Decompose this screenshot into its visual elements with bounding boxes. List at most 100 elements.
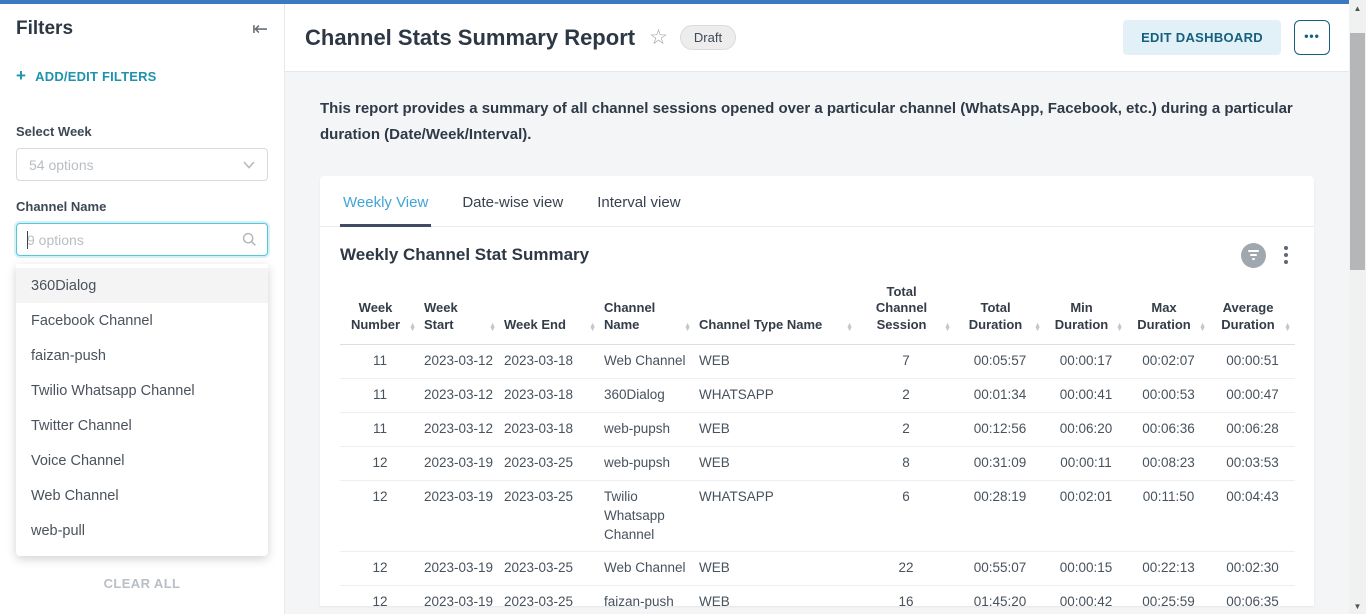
tab-date-wise-view[interactable]: Date-wise view <box>462 193 564 211</box>
table-cell: 00:06:20 <box>1045 412 1127 447</box>
scroll-down-arrow[interactable]: ▼ <box>1353 601 1362 611</box>
table-row: 11 2023-03-12 2023-03-18 Web Channel WEB 7 00:… <box>340 344 1295 380</box>
table-cell: 00:06:28 <box>1210 412 1295 447</box>
table-cell: 2023-03-12 <box>420 378 500 413</box>
dropdown-option[interactable]: Facebook Channel <box>31 312 153 329</box>
column-header-label: Channel Name <box>604 300 656 333</box>
tab-interval-view[interactable]: Interval view <box>597 193 681 211</box>
sort-icon[interactable]: ▲ ▼ <box>409 322 416 334</box>
column-header-label: Total Duration <box>968 300 1023 333</box>
edit-dashboard-button[interactable]: EDIT DASHBOARD <box>1123 20 1281 55</box>
table-row: 12 2023-03-19 2023-03-25 faizan-push WEB 16 01… <box>340 585 1295 614</box>
table-cell: Web Channel <box>600 344 695 380</box>
table-row: 12 2023-03-19 2023-03-25 Web Channel WEB 22 00… <box>340 551 1295 587</box>
channel-name-input-wrap <box>16 223 268 256</box>
channel-options-dropdown: 360Dialog Facebook Channel faizan-push Twil… <box>16 264 268 556</box>
sort-icon[interactable]: ▲ ▼ <box>1116 322 1123 334</box>
table-cell: 11 <box>340 344 420 380</box>
column-header-channel-type-name[interactable]: Channel Type Name ▲ ▼ <box>695 277 857 346</box>
table-row: 12 2023-03-19 2023-03-25 Twilio Whatsapp Ch… <box>340 480 1295 553</box>
table-cell: WEB <box>695 585 857 614</box>
table-cell: 12 <box>340 446 420 481</box>
report-content: This report provides a summary of all ch… <box>285 72 1349 614</box>
column-header-label: Max Duration <box>1137 300 1191 333</box>
column-header-label: Week Number <box>350 300 401 333</box>
table-row: 11 2023-03-12 2023-03-18 web-pupsh WEB 2 00:12… <box>340 412 1295 447</box>
table-cell: 00:02:07 <box>1127 344 1210 380</box>
table-cell: 00:00:51 <box>1210 344 1295 380</box>
sort-icon[interactable]: ▲ ▼ <box>846 322 853 334</box>
table-cell: 2023-03-19 <box>420 480 500 553</box>
table-row: 11 2023-03-12 2023-03-18 360Dialog WHATSAPP 2… <box>340 378 1295 413</box>
table-cell: 12 <box>340 551 420 587</box>
scroll-up-arrow[interactable]: ▲ <box>1353 3 1362 13</box>
weekly-stats-table: Week Number ▲ ▼ Week Start ▲ ▼ Week End ▲ ▼ Chann… <box>340 277 1295 614</box>
table-cell: 22 <box>857 551 955 587</box>
column-header-total-duration[interactable]: Total Duration ▲ ▼ <box>955 277 1045 346</box>
add-edit-filters-button[interactable]: + ADD/EDIT FILTERS <box>16 66 268 86</box>
select-week-placeholder: 54 options <box>29 156 94 173</box>
table-cell: web-pupsh <box>600 412 695 447</box>
column-header-week-number[interactable]: Week Number ▲ ▼ <box>340 277 420 346</box>
table-cell: 00:55:07 <box>955 551 1045 587</box>
column-header-channel-name[interactable]: Channel Name ▲ ▼ <box>600 277 695 346</box>
collapse-sidebar-icon[interactable]: ⇤ <box>252 18 268 40</box>
dropdown-option[interactable]: faizan-push <box>31 347 106 364</box>
sort-icon[interactable]: ▲ ▼ <box>944 322 951 334</box>
table-cell: 2023-03-18 <box>500 378 600 413</box>
dropdown-option[interactable]: web-pull <box>31 522 85 539</box>
column-header-min-duration[interactable]: Min Duration ▲ ▼ <box>1045 277 1127 346</box>
table-row: 12 2023-03-19 2023-03-25 web-pupsh WEB 8 00:31… <box>340 446 1295 481</box>
sort-icon[interactable]: ▲ ▼ <box>684 322 691 334</box>
table-cell: 360Dialog <box>600 378 695 413</box>
sort-icon[interactable]: ▲ ▼ <box>589 322 596 334</box>
top-accent-bar <box>0 0 1349 4</box>
table-cell: 00:00:15 <box>1045 551 1127 587</box>
sort-icon[interactable]: ▲ ▼ <box>1284 322 1291 334</box>
table-cell: 11 <box>340 378 420 413</box>
page-header: Channel Stats Summary Report ☆ Draft EDI… <box>285 4 1349 72</box>
table-cell: 00:11:50 <box>1127 480 1210 553</box>
table-cell: WEB <box>695 446 857 481</box>
table-cell: 00:06:35 <box>1210 585 1295 614</box>
table-cell: 00:06:36 <box>1127 412 1210 447</box>
sort-icon[interactable]: ▲ ▼ <box>489 322 496 334</box>
column-header-week-start[interactable]: Week Start ▲ ▼ <box>420 277 500 346</box>
star-favorite-icon[interactable]: ☆ <box>649 26 668 49</box>
vertical-scrollbar[interactable]: ▲ ▼ <box>1349 0 1366 614</box>
table-cell: 01:45:20 <box>955 585 1045 614</box>
select-week-dropdown[interactable]: 54 options <box>16 148 268 181</box>
table-cell: 00:00:47 <box>1210 378 1295 413</box>
more-options-button[interactable]: ••• <box>1294 20 1330 55</box>
add-edit-filters-label: ADD/EDIT FILTERS <box>35 68 157 84</box>
text-caret <box>27 231 28 249</box>
dropdown-option[interactable]: Voice Channel <box>31 452 125 469</box>
table-cell: WHATSAPP <box>695 378 857 413</box>
column-header-week-end[interactable]: Week End ▲ ▼ <box>500 277 600 346</box>
scrollbar-thumb[interactable] <box>1350 33 1365 270</box>
dropdown-option[interactable]: Twilio Whatsapp Channel <box>31 382 195 399</box>
tab-weekly-view[interactable]: Weekly View <box>340 176 432 227</box>
column-header-average-duration[interactable]: Average Duration ▲ ▼ <box>1210 277 1295 346</box>
table-cell: 00:05:57 <box>955 344 1045 380</box>
clear-all-button[interactable]: CLEAR ALL <box>103 576 181 591</box>
dropdown-option[interactable]: Twitter Channel <box>31 417 132 434</box>
table-cell: 2023-03-25 <box>500 480 600 553</box>
table-cell: 00:31:09 <box>955 446 1045 481</box>
table-cell: 2023-03-12 <box>420 344 500 380</box>
table-cell: 00:22:13 <box>1127 551 1210 587</box>
channel-name-input[interactable] <box>27 231 242 248</box>
sort-icon[interactable]: ▲ ▼ <box>1034 322 1041 334</box>
column-header-max-duration[interactable]: Max Duration ▲ ▼ <box>1127 277 1210 346</box>
table-cell: 00:00:17 <box>1045 344 1127 380</box>
dropdown-option[interactable]: 360Dialog <box>16 268 268 303</box>
sort-icon[interactable]: ▲ ▼ <box>1199 322 1206 334</box>
column-header-total-channel-session[interactable]: Total Channel Session ▲ ▼ <box>857 277 955 346</box>
chevron-down-icon <box>243 160 255 169</box>
dropdown-option[interactable]: Web Channel <box>31 487 119 504</box>
kebab-menu-icon[interactable] <box>1282 244 1290 266</box>
table-cell: WHATSAPP <box>695 480 857 553</box>
table-cell: Twilio Whatsapp Channel <box>600 480 695 553</box>
table-cell: faizan-push <box>600 585 695 614</box>
filter-icon[interactable] <box>1241 242 1266 268</box>
